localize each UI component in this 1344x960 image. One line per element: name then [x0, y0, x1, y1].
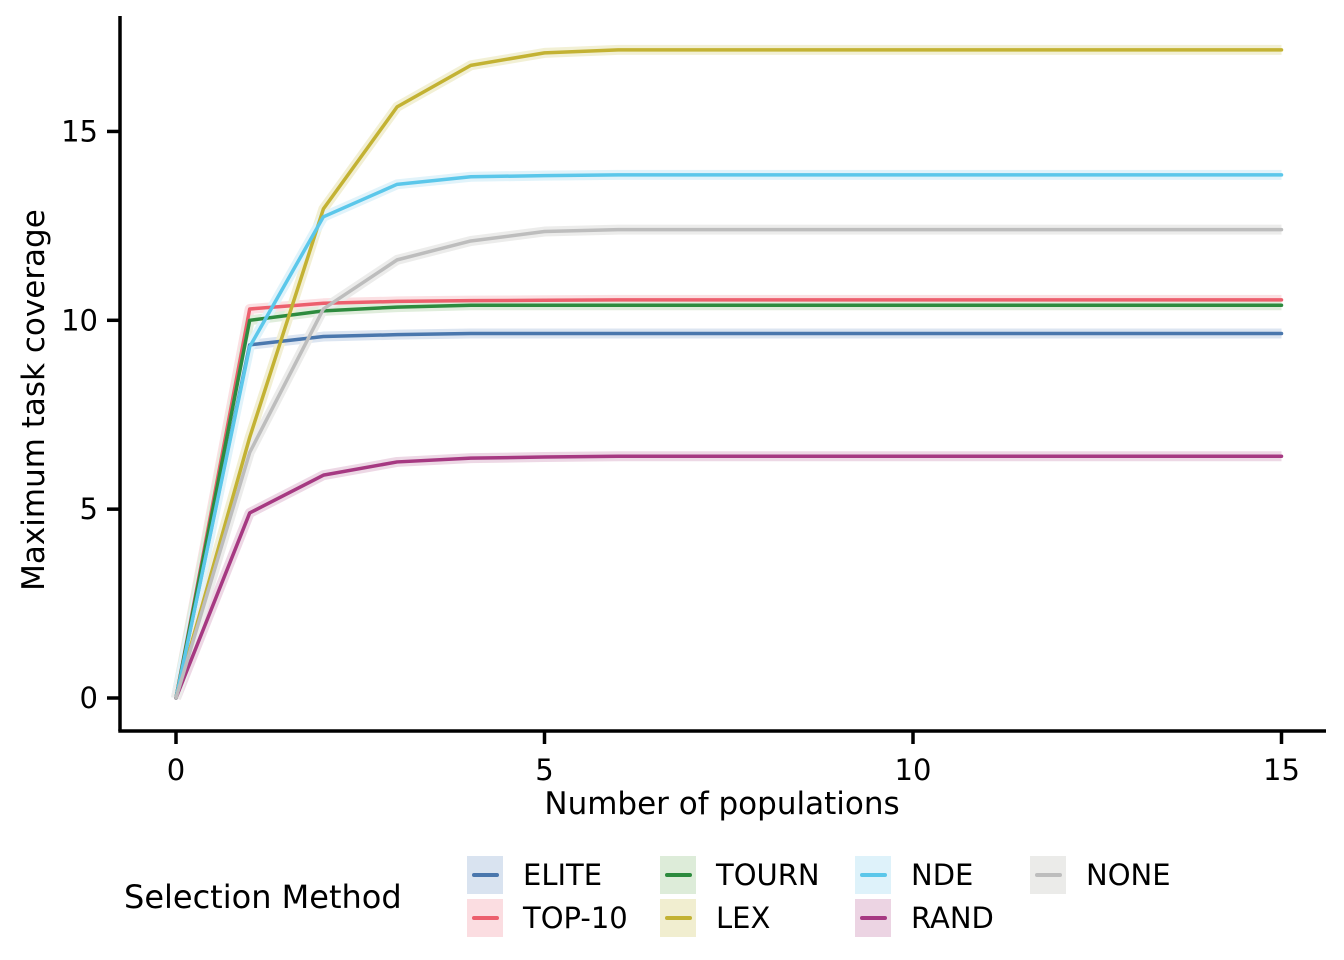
legend-line-icon	[859, 916, 887, 920]
legend-line-icon	[859, 873, 887, 877]
legend-line-icon	[471, 916, 499, 920]
x-tick-label: 15	[1263, 753, 1300, 787]
legend-item-none: NONE	[1030, 856, 1171, 894]
series-band-lex	[171, 44, 1282, 700]
legend-item-elite: ELITE	[467, 856, 660, 894]
legend-column: TOURN LEX	[660, 856, 855, 937]
series-line-tourn	[174, 303, 1284, 700]
legend-label: TOP-10	[523, 901, 628, 935]
legend-item-tourn: TOURN	[660, 856, 855, 894]
y-tick-label: 0	[80, 681, 98, 715]
legend-swatch-icon	[660, 899, 696, 937]
legend-label: TOURN	[716, 858, 820, 892]
legend-column: NDE RAND	[855, 856, 1030, 937]
y-tick-label: 5	[80, 492, 98, 526]
series-band-top-10	[171, 294, 1282, 699]
legend-swatch-icon	[467, 899, 503, 937]
y-tick-label: 10	[61, 303, 98, 337]
legend-line-icon	[1034, 873, 1062, 877]
tick-marks	[107, 129, 1284, 744]
series-band-elite	[171, 328, 1282, 700]
legend-label: LEX	[716, 901, 771, 935]
series-band-tourn	[171, 300, 1282, 699]
legend-line-icon	[471, 873, 499, 877]
legend-label: RAND	[911, 901, 994, 935]
legend-label: ELITE	[523, 858, 603, 892]
series-line-none	[174, 227, 1284, 700]
legend-item-top-10: TOP-10	[467, 899, 660, 937]
legend-swatch-icon	[855, 899, 891, 937]
series-line-elite	[174, 331, 1284, 700]
series-line-rand	[174, 454, 1284, 700]
legend-swatch-icon	[1030, 856, 1066, 894]
legend-label: NONE	[1086, 858, 1171, 892]
legend-column: NONE	[1030, 856, 1171, 937]
legend-item-rand: RAND	[855, 899, 1030, 937]
legend-title: Selection Method	[124, 877, 402, 916]
legend-column: ELITE TOP-10	[467, 856, 660, 937]
y-tick-label: 15	[61, 114, 98, 148]
legend-swatch-icon	[855, 856, 891, 894]
y-axis-title: Maximum task coverage	[16, 209, 52, 591]
legend-line-icon	[664, 916, 692, 920]
series-line-nde	[174, 173, 1284, 700]
legend-item-lex: LEX	[660, 899, 855, 937]
x-tick-label: 10	[895, 753, 932, 787]
axes	[118, 16, 1326, 733]
series-lines	[174, 48, 1284, 700]
legend-entries: ELITE TOP-10 TOURN LEX NDE RAND NONE	[467, 856, 1171, 937]
legend-swatch-icon	[467, 856, 503, 894]
x-axis-title: Number of populations	[544, 786, 900, 822]
legend-item-nde: NDE	[855, 856, 1030, 894]
x-tick-label: 5	[535, 753, 553, 787]
series-line-lex	[174, 48, 1284, 700]
legend-line-icon	[664, 873, 692, 877]
x-tick-label: 0	[167, 753, 185, 787]
legend: Selection Method ELITE TOP-10 TOURN LEX NDE R…	[124, 856, 1171, 937]
tick-labels: 0 5 10 15 0 5 10 15	[61, 114, 1300, 787]
series-band-rand	[171, 451, 1282, 700]
series-band-nde	[171, 169, 1282, 700]
confidence-bands	[171, 44, 1282, 700]
legend-label: NDE	[911, 858, 974, 892]
series-line-top-10	[174, 298, 1284, 700]
legend-swatch-icon	[660, 856, 696, 894]
